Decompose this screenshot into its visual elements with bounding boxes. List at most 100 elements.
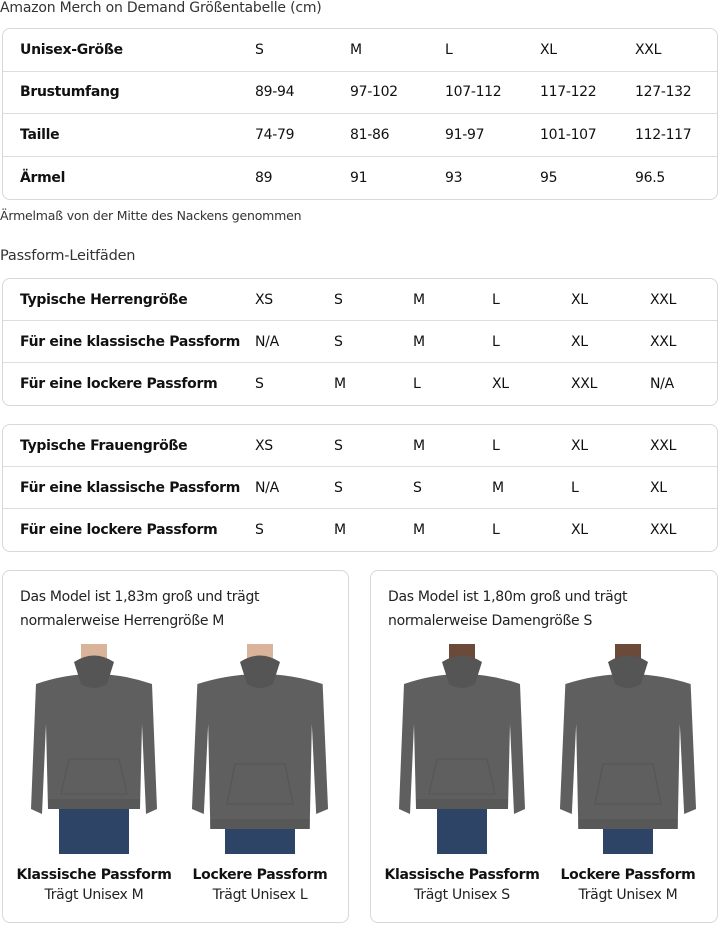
- table-cell: XL: [571, 522, 588, 538]
- model-description: Das Model ist 1,83m groß und trägt normal…: [20, 585, 260, 633]
- table-cell: 101-107: [540, 126, 597, 143]
- table-cell: M: [492, 479, 504, 496]
- fit-title: Klassische Passform: [384, 867, 540, 883]
- row-label: Typische Frauengröße: [20, 437, 188, 454]
- row-label: Für eine lockere Passform: [20, 522, 218, 538]
- table-row: Für eine lockere Passform S M L XL XXL N/A: [3, 363, 717, 405]
- table-cell: XXL: [650, 437, 677, 454]
- table-cell: L: [571, 479, 579, 496]
- table-cell: 89: [255, 169, 273, 186]
- table-cell: N/A: [255, 479, 279, 496]
- table-cell: XS: [255, 291, 273, 308]
- table-cell: XS: [255, 437, 273, 454]
- table-row: Taille 74-79 81-86 91-97 101-107 112-117: [3, 114, 717, 157]
- model-description-line: Das Model ist 1,83m groß und trägt: [20, 589, 260, 605]
- table-row: Ärmel 89 91 93 95 96.5: [3, 157, 717, 200]
- row-label: Für eine klassische Passform: [20, 479, 241, 496]
- table-cell: 74-79: [255, 126, 295, 143]
- row-label: Für eine lockere Passform: [20, 376, 218, 392]
- fit-size-worn: Trägt Unisex L: [212, 887, 308, 903]
- row-label: Brustumfang: [20, 84, 120, 101]
- table-cell: N/A: [650, 376, 674, 392]
- model-description: Das Model ist 1,80m groß und trägt normal…: [388, 585, 628, 633]
- size-chart-table: Unisex-Größe S M L XL XXL Brustumfang 89-94 97-1…: [2, 28, 718, 200]
- table-cell: XL: [571, 291, 588, 308]
- table-cell: S: [413, 479, 422, 496]
- table-row: Typische Frauengröße XS S M L XL XXL: [3, 425, 717, 467]
- fit-caption: Klassische Passform Trägt Unisex S: [377, 867, 547, 903]
- table-cell: 117-122: [540, 84, 597, 101]
- table-cell: M: [334, 522, 346, 538]
- size-chart-title: Amazon Merch on Demand Größentabelle (cm…: [0, 0, 322, 16]
- fit-title: Lockere Passform: [192, 867, 328, 883]
- table-cell: 127-132: [635, 84, 692, 101]
- table-cell: XXL: [650, 522, 677, 538]
- table-cell: L: [492, 522, 500, 538]
- table-cell: XXL: [650, 291, 677, 308]
- fit-size-worn: Trägt Unisex M: [578, 887, 678, 903]
- table-cell: S: [255, 41, 264, 58]
- model-description-line: normalerweise Herrengröße M: [20, 613, 225, 629]
- table-cell: M: [413, 437, 425, 454]
- row-label: Ärmel: [20, 169, 66, 186]
- table-row: Brustumfang 89-94 97-102 107-112 117-122 127-…: [3, 72, 717, 114]
- fit-size-worn: Trägt Unisex M: [44, 887, 144, 903]
- table-cell: S: [255, 522, 264, 538]
- table-cell: 93: [445, 169, 463, 186]
- table-cell: L: [492, 437, 500, 454]
- table-cell: XL: [571, 437, 588, 454]
- model-photo-classic: [19, 644, 169, 854]
- women-model-card: Das Model ist 1,80m groß und trägt normal…: [370, 570, 718, 923]
- table-cell: XXL: [650, 333, 677, 350]
- table-row: Unisex-Größe S M L XL XXL: [3, 29, 717, 72]
- table-row: Typische Herrengröße XS S M L XL XXL: [3, 279, 717, 321]
- fit-caption: Lockere Passform Trägt Unisex L: [175, 867, 345, 903]
- women-fit-table: Typische Frauengröße XS S M L XL XXL Für eine k…: [2, 424, 718, 552]
- table-cell: 96.5: [635, 169, 665, 186]
- table-cell: M: [413, 291, 425, 308]
- table-cell: 81-86: [350, 126, 390, 143]
- fit-size-worn: Trägt Unisex S: [414, 887, 510, 903]
- sleeve-note: Ärmelmaß von der Mitte des Nackens genom…: [0, 208, 302, 223]
- table-cell: XL: [650, 479, 667, 496]
- fit-guide-title: Passform-Leitfäden: [0, 248, 136, 264]
- table-cell: L: [492, 333, 500, 350]
- table-cell: L: [492, 291, 500, 308]
- table-cell: M: [413, 333, 425, 350]
- table-cell: 112-117: [635, 126, 692, 143]
- model-photo-classic: [387, 644, 537, 854]
- table-cell: S: [334, 437, 343, 454]
- table-cell: 91-97: [445, 126, 485, 143]
- row-label: Unisex-Größe: [20, 41, 123, 58]
- table-cell: M: [413, 522, 425, 538]
- table-cell: 89-94: [255, 84, 295, 101]
- model-description-line: Das Model ist 1,80m groß und trägt: [388, 589, 628, 605]
- table-cell: S: [334, 291, 343, 308]
- table-cell: S: [255, 376, 264, 392]
- table-cell: 107-112: [445, 84, 502, 101]
- table-cell: 91: [350, 169, 368, 186]
- men-model-card: Das Model ist 1,83m groß und trägt normal…: [2, 570, 349, 923]
- table-cell: L: [445, 41, 453, 58]
- table-cell: XL: [571, 333, 588, 350]
- fit-caption: Lockere Passform Trägt Unisex M: [543, 867, 713, 903]
- model-photo-loose: [185, 644, 335, 854]
- model-description-line: normalerweise Damengröße S: [388, 613, 593, 629]
- row-label: Typische Herrengröße: [20, 291, 188, 308]
- table-cell: L: [413, 376, 421, 392]
- table-cell: 95: [540, 169, 558, 186]
- table-cell: N/A: [255, 333, 279, 350]
- table-row: Für eine klassische Passform N/A S M L XL XXL: [3, 321, 717, 363]
- table-row: Für eine lockere Passform S M M L XL XXL: [3, 509, 717, 551]
- fit-title: Lockere Passform: [560, 867, 696, 883]
- fit-title: Klassische Passform: [16, 867, 172, 883]
- table-cell: S: [334, 333, 343, 350]
- table-cell: XXL: [635, 41, 662, 58]
- table-cell: M: [350, 41, 362, 58]
- model-photo-loose: [553, 644, 703, 854]
- table-cell: M: [334, 376, 346, 392]
- table-cell: XL: [540, 41, 557, 58]
- row-label: Taille: [20, 126, 60, 143]
- table-cell: XXL: [571, 376, 598, 392]
- table-row: Für eine klassische Passform N/A S S M L XL: [3, 467, 717, 509]
